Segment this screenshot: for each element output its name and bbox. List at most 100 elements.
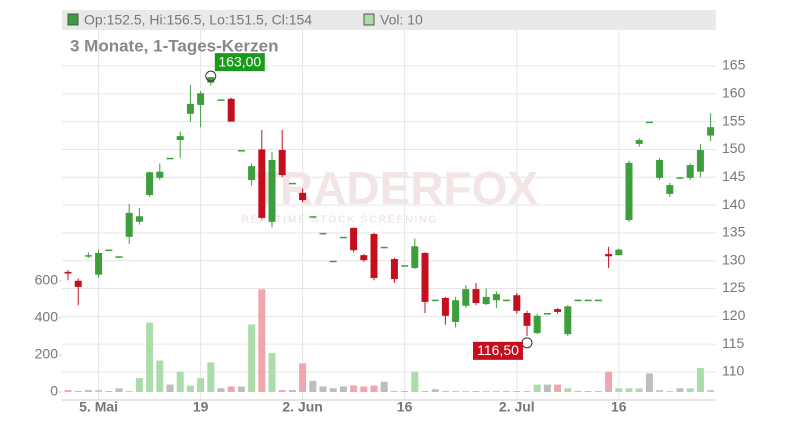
grid: [62, 30, 716, 400]
candle-body: [207, 77, 215, 83]
volume-bar: [258, 289, 266, 392]
volume-bar: [574, 391, 582, 392]
volume-bar: [146, 322, 154, 392]
y-tick-label: 120: [722, 307, 746, 323]
watermark: TRADERFOX: [252, 162, 539, 214]
volume-bar: [615, 388, 623, 392]
candle-body: [656, 160, 664, 178]
candle-body: [339, 236, 347, 239]
candle-body: [554, 309, 562, 312]
candle-body: [666, 185, 674, 194]
volume-bar: [350, 385, 358, 392]
candle-body: [278, 150, 286, 176]
candle-body: [564, 306, 572, 335]
volume-bar: [186, 385, 194, 392]
volume-bar: [268, 353, 276, 392]
x-tick-label: 2. Jul: [499, 399, 535, 415]
volume-bar: [421, 391, 429, 392]
candle-body: [64, 271, 72, 274]
volume-bar: [523, 391, 531, 392]
volume-bar: [625, 388, 633, 392]
candle-body: [95, 252, 103, 275]
volume-tick-label: 200: [35, 346, 59, 362]
candle-body: [288, 182, 296, 185]
candle-body: [421, 252, 429, 302]
volume-bar: [125, 391, 133, 392]
candle-body: [696, 150, 704, 172]
volume-bar: [676, 388, 684, 392]
y-tick-label: 115: [722, 335, 745, 351]
candle-body: [380, 246, 388, 249]
volume-bar: [156, 360, 164, 392]
candle-body: [574, 299, 582, 302]
candle-body: [523, 313, 531, 326]
volume-bar: [380, 381, 388, 392]
volume-bar: [472, 391, 480, 392]
legend-swatch: [363, 13, 375, 26]
volume-bar: [64, 390, 72, 392]
y-tick-label: 130: [722, 251, 746, 267]
candle-body: [176, 136, 184, 140]
volume-bar: [707, 390, 715, 392]
candle-body: [125, 212, 133, 237]
extreme-marker: [205, 70, 217, 82]
candle-body: [105, 249, 113, 252]
volume-bar: [135, 378, 143, 392]
header-volume: Vol: 10: [380, 12, 423, 28]
volume-bar: [390, 391, 398, 392]
candle-body: [84, 255, 92, 257]
candle-body: [156, 171, 164, 178]
candle-body: [462, 289, 470, 306]
candle-body: [166, 157, 174, 160]
candle-body: [431, 299, 439, 302]
volume-bar: [411, 371, 419, 392]
volume-bar: [105, 391, 113, 392]
y-tick-label: 110: [722, 363, 745, 379]
candle-body: [227, 98, 235, 122]
candle-body: [197, 93, 205, 105]
volume-bar: [584, 391, 592, 392]
candle-body: [543, 313, 551, 315]
volume-bar: [492, 391, 500, 392]
volume-tick-label: 400: [35, 309, 59, 325]
candle-body: [584, 299, 592, 302]
volume-bar: [248, 324, 256, 392]
volume-tick-label: 0: [50, 383, 58, 399]
legend-swatch: [67, 13, 79, 26]
volume-bar: [605, 371, 613, 392]
volume-bar: [564, 388, 572, 392]
candle-body: [482, 296, 490, 305]
extreme-marker: [521, 337, 533, 349]
candle-body: [146, 172, 154, 196]
candle-body: [533, 315, 541, 334]
candle-body: [645, 121, 653, 124]
candle-body: [115, 256, 123, 258]
y-tick-label: 140: [722, 196, 746, 212]
y-tick-label: 150: [722, 140, 746, 156]
volume-bar: [452, 391, 460, 392]
annotation-box: [473, 341, 523, 360]
candle-body: [492, 294, 500, 301]
candle-body: [390, 259, 398, 280]
volume-bar: [543, 384, 551, 392]
candle-body: [248, 166, 256, 181]
volume-bar: [237, 386, 245, 392]
volume-bar: [207, 362, 215, 392]
x-tick-label: 2. Jun: [282, 399, 322, 415]
volume-bar: [482, 391, 490, 392]
volume-tick-label: 600: [35, 272, 59, 288]
annotation-label: 163,00: [218, 53, 261, 69]
volume-bar: [227, 386, 235, 392]
header-bar: [62, 10, 716, 30]
volume-bar: [74, 391, 82, 392]
volume-bar: [329, 388, 337, 392]
candle-body: [686, 165, 694, 178]
volume-bar: [339, 386, 347, 392]
candle-body: [237, 150, 245, 152]
candle-body: [676, 177, 684, 179]
volume-bar: [696, 367, 704, 392]
candle-body: [268, 160, 276, 222]
volume-bar: [635, 388, 643, 392]
